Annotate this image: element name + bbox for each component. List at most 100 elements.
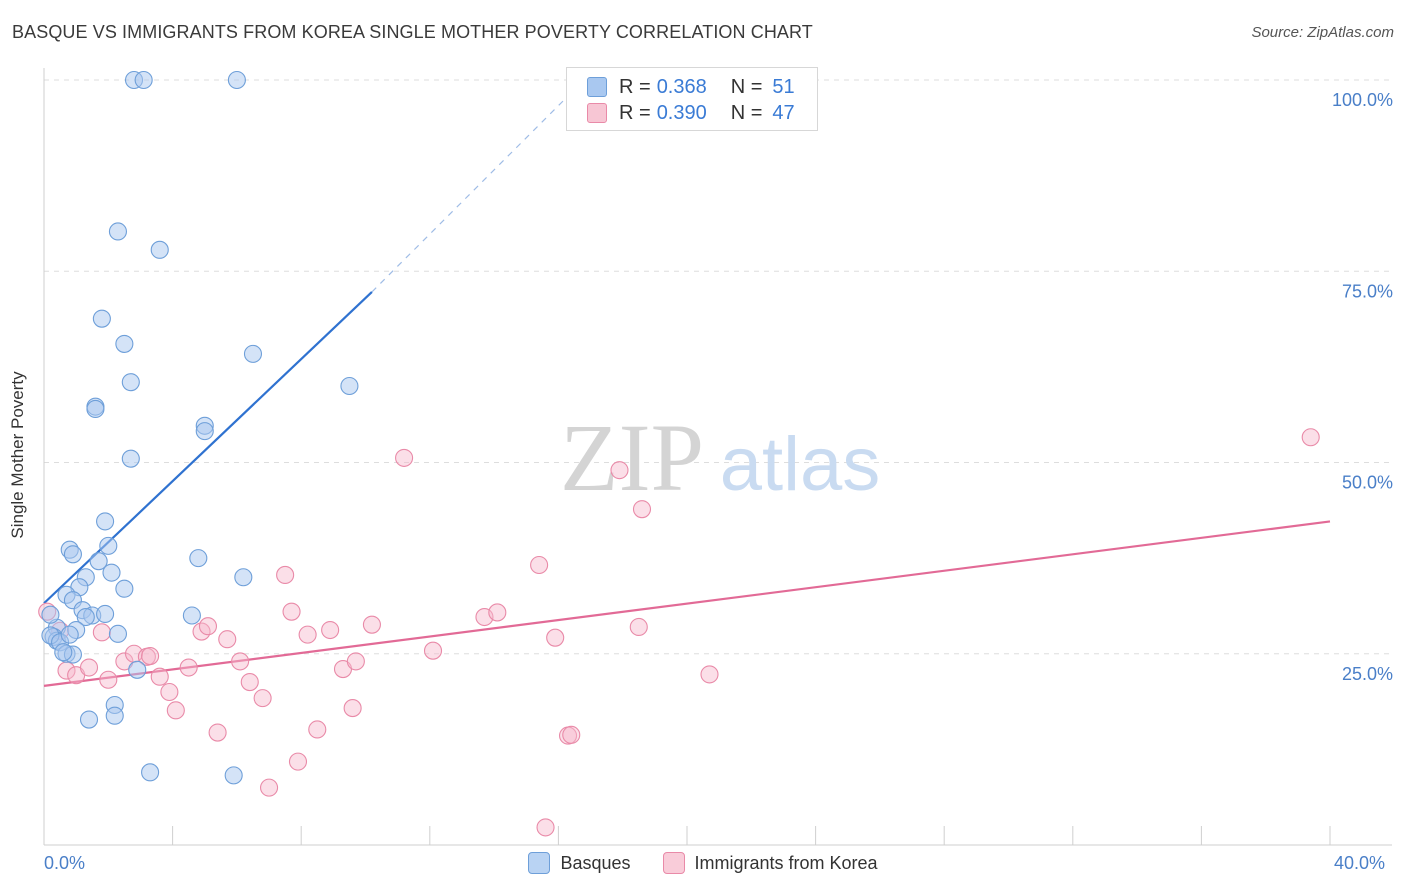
legend-swatch-pink — [662, 852, 685, 874]
basque-point — [41, 605, 60, 624]
korea-point — [276, 565, 295, 585]
basque-point — [115, 334, 134, 353]
basque-point — [182, 606, 201, 625]
basque-point — [96, 604, 115, 624]
basque-point — [134, 70, 153, 90]
basque-point — [121, 449, 140, 468]
basque-trend-extension — [371, 79, 585, 293]
y-tick-label: 100.0% — [1332, 90, 1393, 110]
legend-n-value: 47 — [772, 101, 795, 124]
watermark-atlas: atlas — [720, 422, 881, 507]
basque-point — [108, 222, 127, 241]
korea-point — [562, 725, 581, 744]
legend-n-label: N = — [730, 101, 763, 124]
legend-n-value: 51 — [772, 75, 795, 98]
korea-point — [198, 617, 218, 636]
korea-point — [99, 670, 118, 689]
basque-point — [54, 643, 73, 662]
basque-point — [79, 710, 99, 729]
basque-point — [96, 512, 115, 531]
korea-point — [610, 461, 629, 480]
basque-point — [150, 240, 169, 259]
korea-point — [346, 652, 365, 671]
basque-point — [189, 549, 208, 568]
basque-point — [99, 536, 118, 555]
korea-point — [208, 723, 227, 742]
basque-point — [227, 70, 246, 90]
basque-point — [86, 399, 105, 419]
legend-swatch-pink — [587, 103, 607, 123]
chart-title: BASQUE VS IMMIGRANTS FROM KOREA SINGLE M… — [12, 22, 813, 42]
korea-point — [92, 623, 111, 642]
basque-point — [60, 625, 79, 644]
korea-point — [308, 720, 327, 739]
legend-row-korea: R = 0.390 N = 47 — [587, 100, 795, 126]
basque-point — [63, 545, 82, 564]
basque-trend-line — [43, 291, 373, 605]
korea-point — [179, 658, 198, 677]
korea-point — [218, 630, 237, 649]
basque-point — [92, 309, 111, 328]
korea-point — [1301, 428, 1320, 447]
basque-point — [121, 373, 140, 392]
axes — [43, 68, 1392, 846]
korea-point — [362, 615, 381, 634]
basque-point — [76, 607, 95, 627]
korea-point — [259, 778, 279, 797]
y-axis-label: Single Mother Poverty — [8, 371, 27, 539]
korea-point — [288, 752, 308, 771]
korea-point — [282, 602, 301, 621]
legend-n-label: N = — [730, 75, 763, 98]
korea-point — [321, 620, 340, 640]
korea-point — [536, 818, 555, 837]
watermark-zip: ZIP — [560, 404, 704, 511]
legend-item-basques[interactable]: Basques — [528, 852, 631, 874]
korea-point — [632, 500, 652, 519]
gridlines — [44, 79, 1392, 655]
y-tick-labels: 25.0% 50.0% 75.0% 100.0% — [1332, 90, 1393, 684]
korea-point — [700, 665, 719, 684]
legend-r-value: 0.368 — [656, 75, 707, 98]
basque-point — [234, 568, 253, 587]
legend-r-value: 0.390 — [656, 101, 707, 124]
legend-swatch-blue — [528, 852, 551, 874]
korea-point — [343, 699, 362, 718]
korea-point — [298, 625, 317, 644]
basque-point — [115, 579, 134, 598]
basque-points — [41, 70, 359, 785]
korea-point — [160, 682, 179, 702]
watermark: ZIP atlas — [560, 404, 880, 511]
basque-point — [108, 624, 127, 643]
legend-row-basques: R = 0.368 N = 51 — [587, 74, 795, 100]
korea-point — [150, 667, 169, 686]
basque-point — [105, 706, 124, 725]
korea-point — [395, 448, 414, 467]
korea-point — [423, 641, 443, 660]
basque-point — [224, 766, 243, 785]
korea-point — [231, 652, 250, 671]
y-tick-label: 50.0% — [1342, 473, 1393, 493]
korea-point — [141, 646, 160, 666]
korea-point — [240, 673, 259, 692]
korea-point — [488, 603, 507, 622]
y-tick-label: 75.0% — [1342, 281, 1393, 301]
legend-swatch-blue — [587, 77, 607, 97]
korea-point — [115, 652, 134, 671]
x-tick-max: 40.0% — [1334, 853, 1386, 873]
basque-point — [89, 552, 108, 571]
korea-point — [253, 689, 272, 708]
basque-point — [102, 563, 121, 582]
legend-r-label: R = — [619, 101, 651, 124]
korea-point — [546, 628, 565, 647]
basque-point — [243, 344, 263, 363]
legend-r-label: R = — [619, 75, 651, 98]
basque-point — [195, 422, 214, 441]
basque-point — [141, 763, 160, 782]
legend-item-korea[interactable]: Immigrants from Korea — [662, 852, 878, 874]
stats-legend: R = 0.368 N = 51 R = 0.390 N = 47 — [566, 67, 818, 131]
basque-point — [340, 376, 359, 396]
basque-point — [128, 660, 147, 679]
korea-point — [530, 555, 549, 575]
x-tick-min: 0.0% — [44, 853, 86, 873]
